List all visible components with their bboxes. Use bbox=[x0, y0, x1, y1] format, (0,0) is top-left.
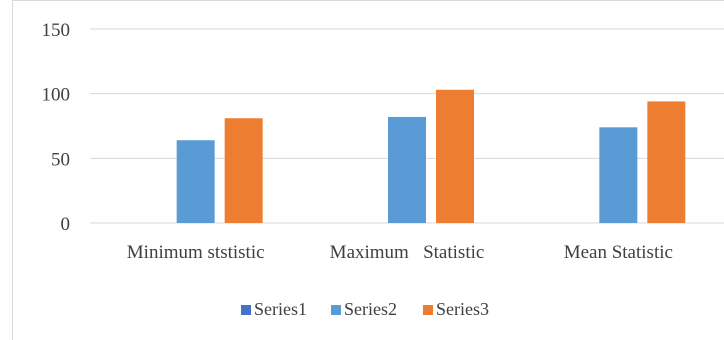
y-axis-ticks: 0 50 100 150 bbox=[42, 20, 71, 235]
y-tick-label: 150 bbox=[42, 20, 71, 41]
legend-label-series3: Series3 bbox=[436, 299, 489, 319]
category-label: Minimum ststistic bbox=[127, 242, 265, 263]
bars bbox=[176, 89, 686, 223]
bar-series3-0 bbox=[224, 118, 263, 223]
bar-series3-2 bbox=[647, 101, 686, 223]
legend: Series1 Series2 Series3 bbox=[241, 299, 489, 319]
bar-series2-1 bbox=[388, 116, 426, 223]
chart-frame bbox=[12, 0, 724, 340]
bar-series2-0 bbox=[176, 140, 215, 223]
legend-swatch-series3 bbox=[423, 305, 433, 315]
legend-swatch-series2 bbox=[331, 305, 341, 315]
category-label: Mean Statistic bbox=[564, 242, 673, 263]
y-tick-label: 50 bbox=[51, 149, 70, 170]
legend-label-series1: Series1 bbox=[254, 299, 307, 319]
bar-series3-1 bbox=[436, 89, 474, 223]
legend-label-series2: Series2 bbox=[344, 299, 397, 319]
category-label: Maximum Statistic bbox=[330, 242, 485, 263]
category-labels: Minimum ststistic Maximum Statistic Mean S… bbox=[127, 242, 673, 263]
y-tick-label: 100 bbox=[42, 85, 71, 106]
legend-swatch-series1 bbox=[241, 305, 251, 315]
y-tick-label: 0 bbox=[61, 214, 71, 235]
bar-series2-2 bbox=[599, 127, 638, 223]
